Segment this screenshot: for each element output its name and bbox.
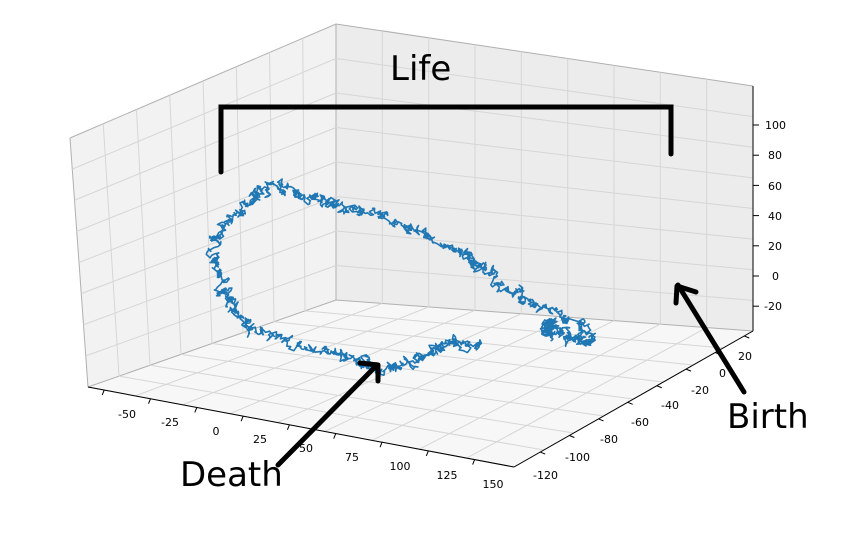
z-tick-label: 40 bbox=[768, 210, 782, 223]
grid-line bbox=[335, 230, 754, 271]
tick-mark bbox=[286, 424, 290, 431]
tick-mark bbox=[333, 433, 337, 439]
tick-marks bbox=[101, 124, 759, 465]
grid-line bbox=[229, 309, 476, 415]
grid-line bbox=[182, 306, 429, 406]
y-tick-label: -80 bbox=[600, 433, 618, 446]
z-tick-label: 100 bbox=[765, 119, 786, 132]
grid-line bbox=[335, 92, 754, 148]
grid-line bbox=[335, 196, 754, 240]
grid-line bbox=[72, 58, 337, 170]
grid-line bbox=[81, 196, 337, 295]
x-tick-labels: -50 -25 0 25 50 75 100 125 150 bbox=[118, 408, 503, 491]
tick-mark bbox=[194, 407, 198, 413]
grid-line bbox=[78, 161, 337, 263]
grid-line bbox=[76, 127, 337, 232]
grid-line bbox=[304, 310, 724, 349]
y-tick-label: 0 bbox=[719, 367, 726, 380]
birth-label: Birth bbox=[727, 397, 809, 437]
tick-mark bbox=[685, 368, 692, 372]
back-pane bbox=[336, 24, 753, 331]
birth-arrow bbox=[673, 282, 747, 395]
x-tick-label: 50 bbox=[299, 442, 313, 455]
y-tick-label: -120 bbox=[533, 469, 558, 482]
z-tick-label: 0 bbox=[772, 270, 779, 283]
z-tick-labels: 100 80 60 40 20 0 -20 bbox=[764, 119, 786, 313]
death-label: Death bbox=[180, 455, 283, 495]
tick-mark bbox=[656, 385, 663, 389]
x-tick-label: -25 bbox=[161, 416, 179, 429]
grid-line bbox=[149, 364, 574, 434]
grid-line bbox=[85, 265, 337, 357]
x-axis-line bbox=[87, 386, 515, 468]
death-arrow bbox=[275, 360, 381, 468]
z-tick-label: 20 bbox=[768, 240, 782, 253]
tick-mark bbox=[744, 335, 750, 339]
y-tick-label: -20 bbox=[691, 384, 709, 397]
random-walk-series bbox=[205, 178, 597, 376]
grid-line bbox=[83, 230, 337, 326]
x-tick-label: -50 bbox=[118, 408, 136, 421]
x-tick-label: 25 bbox=[253, 433, 267, 446]
z-tick-label: -20 bbox=[764, 300, 782, 313]
tick-mark bbox=[148, 398, 151, 404]
y-tick-label: -40 bbox=[661, 399, 679, 412]
x-tick-label: 75 bbox=[345, 451, 359, 464]
grid-line bbox=[335, 161, 754, 209]
grid-line bbox=[180, 353, 604, 417]
grid-line bbox=[135, 302, 383, 397]
y-tick-label: 20 bbox=[738, 350, 752, 363]
life-label: Life bbox=[390, 49, 451, 89]
x-tick-label: 150 bbox=[483, 478, 504, 491]
z-tick-label: 60 bbox=[768, 180, 782, 193]
grid-line bbox=[335, 127, 754, 179]
tick-mark bbox=[425, 450, 429, 457]
grid-line bbox=[324, 316, 568, 432]
life-bracket bbox=[218, 104, 674, 175]
grid-line bbox=[74, 92, 337, 201]
grid-line bbox=[466, 327, 707, 459]
grid-line bbox=[242, 332, 664, 383]
tick-mark bbox=[472, 459, 476, 465]
grid-line bbox=[211, 343, 634, 400]
axis-lines bbox=[87, 86, 754, 468]
x-tick-label: 125 bbox=[437, 469, 458, 482]
grid-line bbox=[273, 321, 694, 366]
grid-line bbox=[419, 323, 661, 450]
tick-mark bbox=[598, 418, 604, 422]
tick-mark bbox=[540, 451, 546, 455]
grid-line bbox=[335, 58, 754, 118]
tick-mark bbox=[627, 401, 633, 405]
y-tick-labels: 20 0 -20 -40 -60 -80 -100 -120 bbox=[533, 350, 752, 482]
y-tick-label: -100 bbox=[565, 451, 590, 464]
y-axis-line bbox=[513, 330, 754, 468]
y-tick-label: -60 bbox=[631, 416, 649, 429]
tick-mark bbox=[101, 389, 105, 396]
x-tick-label: 0 bbox=[213, 425, 220, 438]
z-tick-label: 80 bbox=[768, 149, 782, 162]
tick-mark bbox=[569, 435, 575, 438]
tick-mark bbox=[240, 415, 244, 422]
x-tick-label: 100 bbox=[390, 460, 411, 473]
random-walk-line bbox=[205, 178, 597, 376]
tick-mark bbox=[379, 442, 383, 448]
